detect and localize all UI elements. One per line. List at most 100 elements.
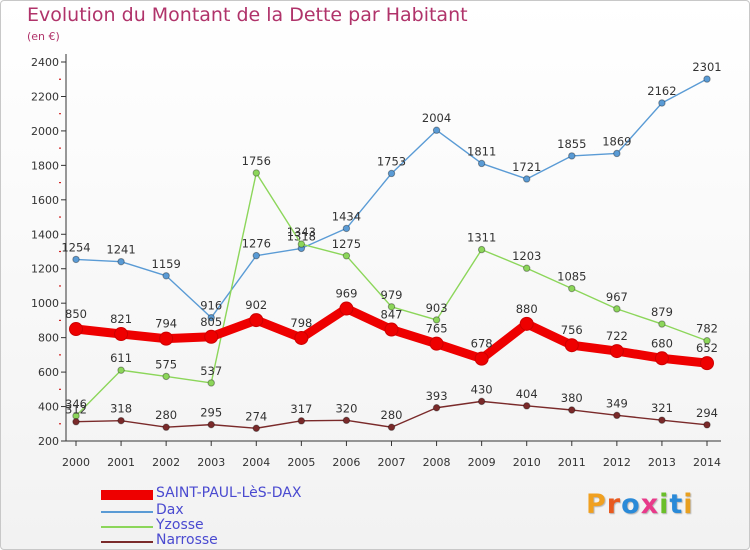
data-point-saint-paul-l-s-dax xyxy=(204,329,219,344)
data-point-saint-paul-l-s-dax xyxy=(249,313,264,328)
data-label-narrosse: 274 xyxy=(245,409,267,423)
y-tick-label: 800 xyxy=(38,332,59,345)
data-label-dax: 1276 xyxy=(242,237,271,251)
data-label-narrosse: 393 xyxy=(426,389,448,403)
data-point-saint-paul-l-s-dax xyxy=(609,344,624,359)
y-tick-label: 200 xyxy=(38,435,59,448)
data-point-saint-paul-l-s-dax xyxy=(654,351,669,366)
data-point-narrosse xyxy=(207,420,215,429)
data-point-narrosse xyxy=(387,423,396,431)
data-label-yzosse: 967 xyxy=(606,290,628,304)
legend-swatch xyxy=(101,490,153,500)
data-label-yzosse: 1203 xyxy=(512,249,541,263)
data-label-dax: 2301 xyxy=(692,60,721,74)
data-label-dax: 1434 xyxy=(332,209,361,223)
legend-label: Dax xyxy=(156,502,184,518)
data-label-yzosse: 782 xyxy=(696,322,718,336)
data-label-saint-paul-l-s-dax: 902 xyxy=(245,298,267,312)
x-tick-label: 2008 xyxy=(423,456,451,469)
x-tick-label: 2006 xyxy=(332,456,360,469)
data-point-dax xyxy=(252,251,260,260)
data-label-saint-paul-l-s-dax: 794 xyxy=(155,317,177,331)
data-point-yzosse xyxy=(342,252,351,260)
y-tick-label: 1000 xyxy=(31,297,59,310)
data-label-saint-paul-l-s-dax: 678 xyxy=(471,337,493,351)
legend-label: Narrosse xyxy=(156,532,218,548)
data-point-narrosse xyxy=(523,402,531,410)
data-label-yzosse: 1756 xyxy=(242,154,271,168)
data-point-narrosse xyxy=(117,416,125,425)
y-tick-label: 2400 xyxy=(31,56,59,69)
data-point-saint-paul-l-s-dax xyxy=(519,316,534,331)
data-point-saint-paul-l-s-dax xyxy=(474,351,489,366)
data-label-saint-paul-l-s-dax: 821 xyxy=(110,312,132,326)
x-tick-label: 2007 xyxy=(378,456,406,469)
data-label-saint-paul-l-s-dax: 805 xyxy=(200,315,222,329)
data-label-narrosse: 321 xyxy=(651,401,673,415)
data-point-dax xyxy=(568,152,576,160)
data-label-narrosse: 320 xyxy=(335,401,357,415)
data-point-yzosse xyxy=(613,305,621,313)
legend-swatch xyxy=(101,511,153,513)
data-point-yzosse xyxy=(252,169,260,177)
data-point-dax xyxy=(703,75,711,83)
data-label-dax: 1869 xyxy=(602,134,631,148)
legend-swatch xyxy=(101,526,153,528)
x-tick-label: 2009 xyxy=(468,456,496,469)
data-label-dax: 2004 xyxy=(422,111,451,125)
data-point-yzosse xyxy=(432,316,441,324)
proxiti-logo: Proxiti xyxy=(586,489,694,520)
data-label-dax: 1855 xyxy=(557,137,586,151)
data-label-saint-paul-l-s-dax: 765 xyxy=(426,322,448,336)
data-label-saint-paul-l-s-dax: 798 xyxy=(290,316,312,330)
data-point-saint-paul-l-s-dax xyxy=(339,301,354,316)
data-label-narrosse: 295 xyxy=(200,406,222,420)
data-point-saint-paul-l-s-dax xyxy=(69,322,83,337)
x-tick-label: 2004 xyxy=(242,456,270,469)
data-label-dax: 1241 xyxy=(106,243,135,257)
data-label-saint-paul-l-s-dax: 880 xyxy=(516,302,538,316)
series-line-dax xyxy=(75,78,708,319)
chart-subtitle: (en €) xyxy=(27,30,60,43)
data-point-dax xyxy=(613,149,621,158)
data-label-dax: 1254 xyxy=(61,240,90,254)
data-label-yzosse: 575 xyxy=(155,357,177,371)
data-label-dax: 916 xyxy=(200,299,222,313)
data-point-saint-paul-l-s-dax xyxy=(384,322,399,337)
data-label-yzosse: 611 xyxy=(110,351,132,365)
data-point-narrosse xyxy=(477,397,486,406)
data-point-yzosse xyxy=(207,379,215,387)
data-label-saint-paul-l-s-dax: 680 xyxy=(651,336,673,350)
data-label-yzosse: 1085 xyxy=(557,270,586,284)
data-label-saint-paul-l-s-dax: 969 xyxy=(335,287,357,301)
data-point-saint-paul-l-s-dax xyxy=(294,330,309,345)
x-tick-label: 2011 xyxy=(558,456,586,469)
data-point-yzosse xyxy=(117,366,125,374)
data-point-saint-paul-l-s-dax xyxy=(159,331,174,346)
data-point-yzosse xyxy=(162,372,170,381)
data-point-dax xyxy=(523,175,531,183)
legend-label: Yzosse xyxy=(156,517,204,533)
y-tick-label: 600 xyxy=(38,366,59,379)
data-label-narrosse: 404 xyxy=(516,387,538,401)
data-label-narrosse: 280 xyxy=(381,408,403,422)
y-tick-label: 2000 xyxy=(31,125,59,138)
data-label-dax: 1811 xyxy=(467,144,496,158)
x-tick-label: 2002 xyxy=(152,456,180,469)
data-label-narrosse: 380 xyxy=(561,391,583,405)
data-label-yzosse: 879 xyxy=(651,305,673,319)
data-point-saint-paul-l-s-dax xyxy=(700,356,714,371)
data-point-yzosse xyxy=(703,337,711,345)
x-tick-label: 2005 xyxy=(287,456,315,469)
legend-swatch xyxy=(101,541,153,543)
data-label-saint-paul-l-s-dax: 847 xyxy=(381,308,403,322)
data-point-narrosse xyxy=(432,404,441,412)
data-point-narrosse xyxy=(297,417,306,425)
data-label-yzosse: 903 xyxy=(426,301,448,315)
data-point-narrosse xyxy=(658,416,666,424)
data-label-saint-paul-l-s-dax: 722 xyxy=(606,329,628,343)
data-point-yzosse xyxy=(477,245,486,254)
data-point-dax xyxy=(432,126,441,134)
